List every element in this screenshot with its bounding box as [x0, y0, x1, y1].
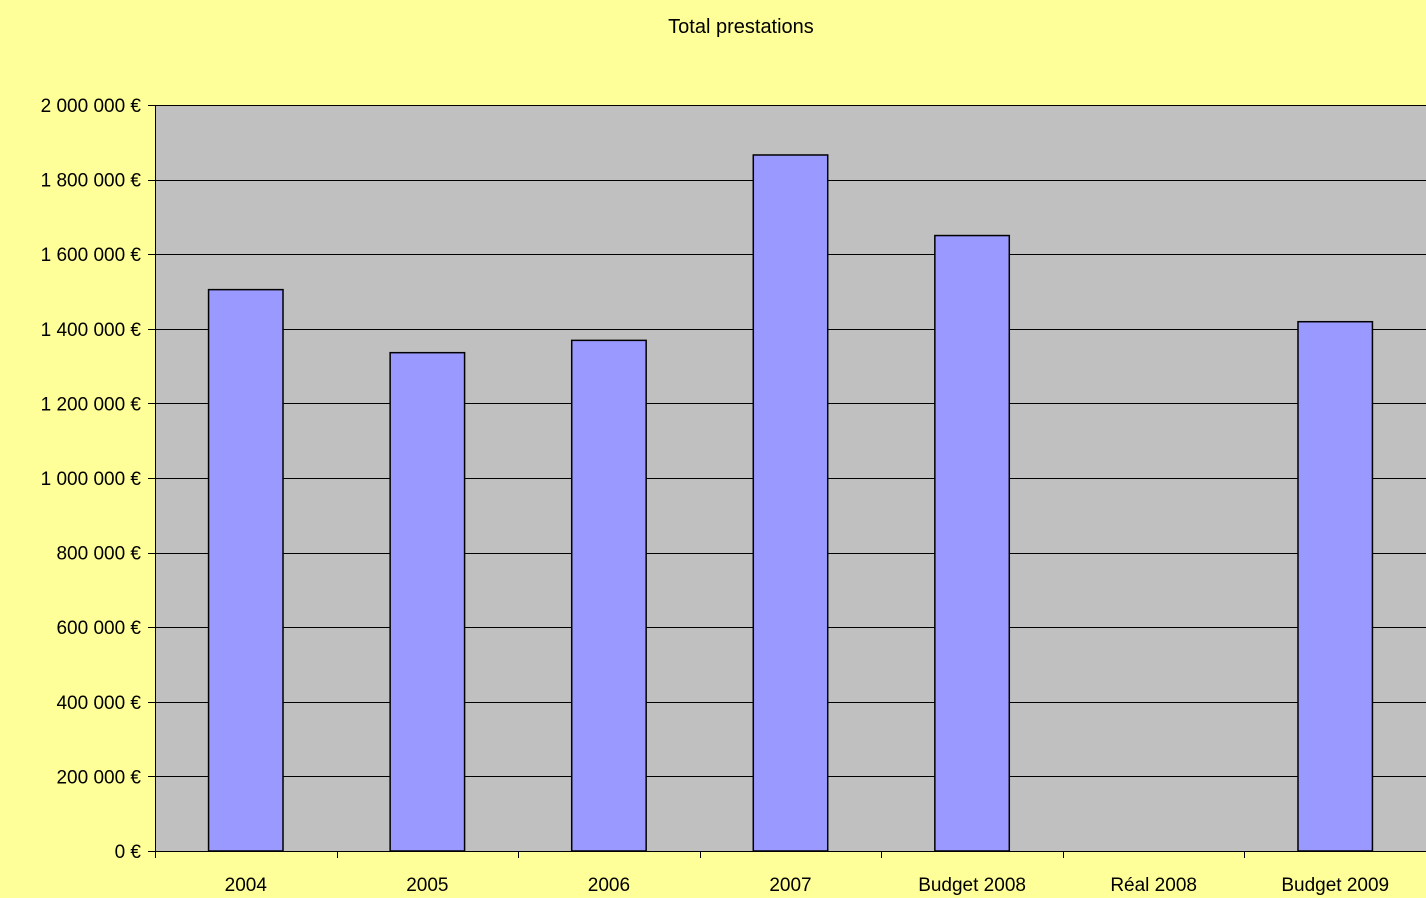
y-tick-label: 1 400 000 € [41, 320, 142, 341]
bar [207, 288, 284, 852]
y-tick-label: 1 000 000 € [41, 469, 142, 490]
x-tick-label: Réal 2008 [1110, 875, 1197, 896]
y-tick-label: 2 000 000 € [41, 96, 142, 117]
bars [207, 154, 1374, 852]
x-tick-label: 2004 [225, 875, 268, 896]
y-tick-label: 1 600 000 € [41, 245, 142, 266]
bar [752, 154, 829, 852]
bar [1297, 320, 1374, 852]
bar [389, 351, 466, 852]
y-axis-tick-labels: 0 € 200 000 € 400 000 € 600 000 € 800 000 € 1… [41, 96, 142, 863]
x-tick-label: 2007 [769, 875, 811, 896]
bar [570, 339, 647, 852]
x-tick-label: 2005 [406, 875, 448, 896]
y-tick-label: 400 000 € [56, 693, 141, 714]
axes [148, 105, 1426, 858]
y-tick-label: 800 000 € [56, 544, 141, 565]
y-tick-label: 1 800 000 € [41, 171, 142, 192]
bar [934, 234, 1011, 852]
x-axis-tick-labels: 2004 2005 2006 2007 Budget 2008 Réal 2008 Budg… [225, 875, 1389, 896]
y-tick-label: 1 200 000 € [41, 394, 142, 415]
x-tick-label: 2006 [588, 875, 630, 896]
chart-title: Total prestations [668, 16, 814, 38]
y-tick-label: 600 000 € [56, 618, 141, 639]
x-tick-label: Budget 2008 [918, 875, 1026, 896]
x-tick-label: Budget 2009 [1281, 875, 1389, 896]
y-tick-label: 200 000 € [56, 767, 141, 788]
y-tick-label: 0 € [115, 842, 142, 863]
